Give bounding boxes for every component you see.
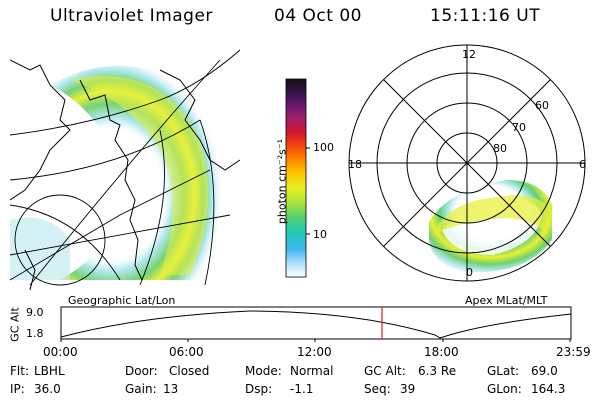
colorbar-tick-100: 100 <box>313 141 334 154</box>
door-label: Door: <box>125 364 158 378</box>
colorbar-unit-label: photon cm⁻²s⁻¹ <box>275 138 289 225</box>
ip-value: 36.0 <box>34 382 61 396</box>
mlat-label-70: 70 <box>512 121 526 134</box>
altitude-ytick-min: 1.8 <box>26 327 44 340</box>
mlt-label-18: 18 <box>348 158 362 171</box>
time-label: 15:11:16 UT <box>430 6 541 26</box>
altitude-orbit-plot <box>60 306 572 342</box>
mlt-label-0: 0 <box>466 266 473 279</box>
flt-label: Flt: <box>10 364 29 378</box>
polar-mlt-plot <box>348 44 586 282</box>
mlt-label-12: 12 <box>462 48 476 61</box>
dsp-label: Dsp: <box>245 382 273 396</box>
xtick-1800: 18:00 <box>424 345 459 359</box>
mode-value: Normal <box>290 364 334 378</box>
glon-value: 164.3 <box>531 382 566 396</box>
xtick-0600: 06:00 <box>169 345 204 359</box>
xtick-0000: 00:00 <box>43 345 78 359</box>
left-panel-caption: Geographic Lat/Lon <box>68 294 176 307</box>
gcalt-value: 6.3 Re <box>418 364 457 378</box>
glon-label: GLon: <box>487 382 522 396</box>
altitude-curve <box>60 310 572 339</box>
seq-value: 39 <box>400 382 416 396</box>
mlt-label-6: 6 <box>579 158 586 171</box>
ip-label: IP: <box>10 382 25 396</box>
xtick-1200: 12:00 <box>297 345 332 359</box>
glat-label: GLat: <box>487 364 520 378</box>
door-value: Closed <box>169 364 210 378</box>
geographic-image-panel <box>10 49 241 290</box>
colorbar-tick-10: 10 <box>313 228 327 241</box>
altitude-ytick-max: 9.0 <box>26 306 44 319</box>
seq-label: Seq: <box>364 382 391 396</box>
polar-grid <box>348 44 586 282</box>
coastline <box>79 79 143 281</box>
lat-lon-grid <box>10 49 241 286</box>
flt-value: LBHL <box>34 364 65 378</box>
date-label: 04 Oct 00 <box>274 6 362 26</box>
color-scale-bar <box>285 78 310 278</box>
gain-label: Gain: <box>125 382 157 396</box>
mlat-label-80: 80 <box>493 142 507 155</box>
gain-value: 13 <box>163 382 179 396</box>
instrument-title: Ultraviolet Imager <box>50 6 213 26</box>
gcalt-label: GC Alt: <box>364 364 406 378</box>
xtick-2359: 23:59 <box>556 345 591 359</box>
mlat-label-60: 60 <box>535 99 549 112</box>
mode-label: Mode: <box>245 364 282 378</box>
altitude-ylabel: GC Alt <box>8 307 22 342</box>
glat-value: 69.0 <box>531 364 558 378</box>
right-panel-caption: Apex MLat/MLT <box>465 294 548 307</box>
dsp-value: -1.1 <box>290 382 314 396</box>
